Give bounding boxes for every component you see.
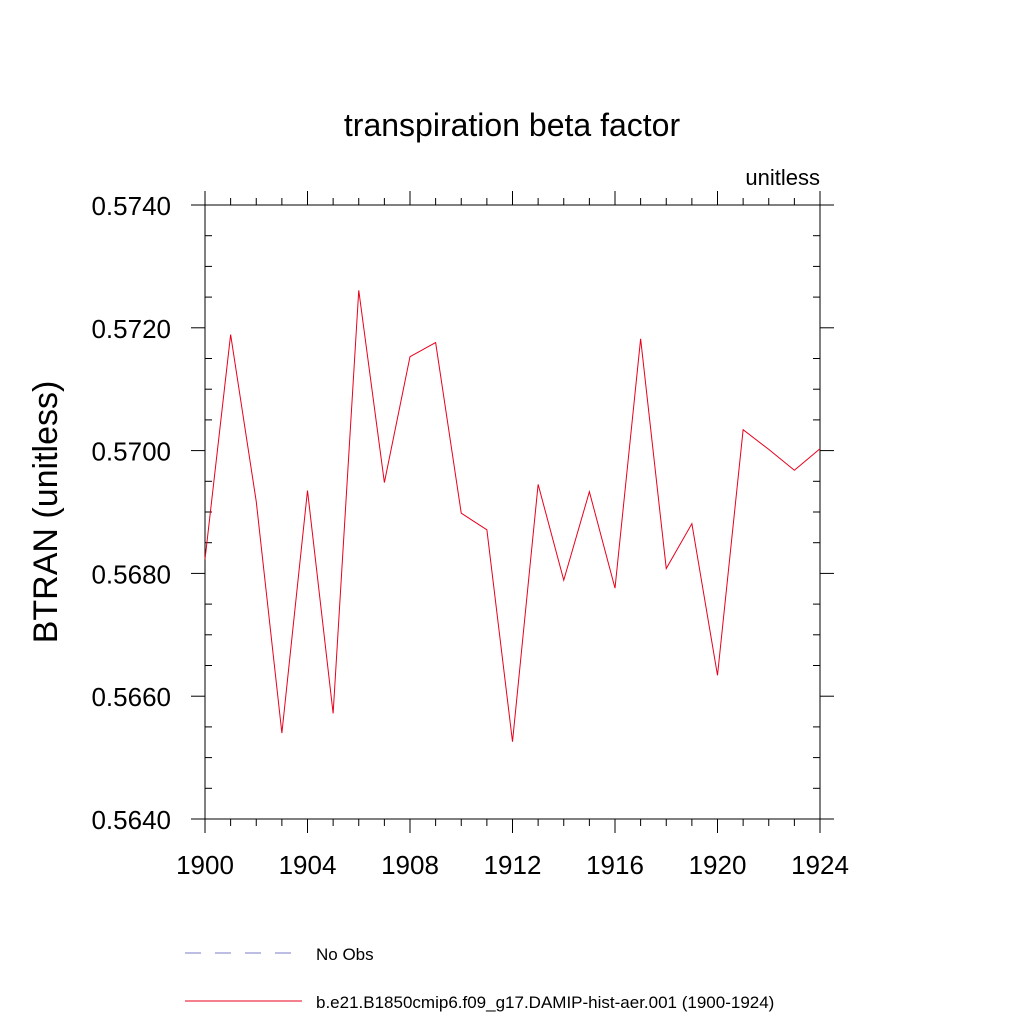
data-point: [485, 528, 488, 531]
y-axis: 0.5640 0.5660 0.5680 0.5700 0.5720 0.5740: [91, 191, 834, 835]
legend-label: No Obs: [316, 945, 374, 964]
data-point: [460, 512, 463, 515]
data-point: [332, 712, 335, 715]
data-point: [511, 740, 514, 743]
x-tick-label: 1916: [586, 850, 644, 880]
data-point: [229, 333, 232, 336]
data-point: [614, 587, 617, 590]
data-point: [306, 489, 309, 492]
x-axis: 1900 1904 1908 1912 1916 1920 1924: [176, 191, 849, 880]
units-label: unitless: [745, 165, 820, 190]
data-point: [639, 337, 642, 340]
data-point: [793, 469, 796, 472]
data-point: [742, 428, 745, 431]
x-tick-label: 1912: [484, 850, 542, 880]
data-point: [767, 448, 770, 451]
y-tick-label: 0.5640: [91, 805, 171, 835]
x-tick-label: 1920: [689, 850, 747, 880]
data-point: [716, 674, 719, 677]
legend-label: b.e21.B1850cmip6.f09_g17.DAMIP-hist-aer.…: [316, 993, 774, 1012]
data-point: [537, 483, 540, 486]
series-line: [204, 290, 821, 742]
x-tick-label: 1904: [279, 850, 337, 880]
data-point: [204, 558, 207, 561]
data-point: [690, 522, 693, 525]
data-point: [819, 447, 822, 450]
data-point: [383, 481, 386, 484]
legend: No Obs b.e21.B1850cmip6.f09_g17.DAMIP-his…: [185, 945, 774, 1012]
data-point: [665, 567, 668, 570]
y-tick-label: 0.5720: [91, 314, 171, 344]
data-point: [562, 579, 565, 582]
x-tick-label: 1924: [791, 850, 849, 880]
y-tick-label: 0.5660: [91, 682, 171, 712]
plot-frame: [204, 204, 821, 820]
chart-title: transpiration beta factor: [344, 107, 681, 143]
y-tick-label: 0.5700: [91, 437, 171, 467]
x-tick-label: 1908: [381, 850, 439, 880]
data-point: [357, 289, 360, 292]
x-tick-label: 1900: [176, 850, 234, 880]
data-point: [280, 732, 283, 735]
series-layer: [204, 289, 822, 743]
y-tick-label: 0.5680: [91, 559, 171, 589]
data-point: [255, 500, 258, 503]
data-point: [434, 341, 437, 344]
y-tick-label: 0.5740: [91, 191, 171, 221]
data-point: [588, 490, 591, 493]
data-point: [409, 355, 412, 358]
y-axis-label: BTRAN (unitless): [27, 381, 65, 644]
